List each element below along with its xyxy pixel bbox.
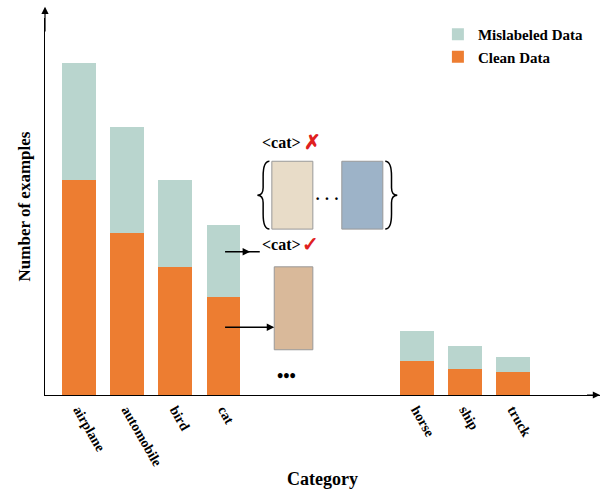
svg-text:Number of examples: Number of examples — [15, 131, 34, 281]
svg-text:Mislabeled Data: Mislabeled Data — [478, 27, 583, 43]
svg-text:<cat>: <cat> — [262, 134, 301, 151]
svg-text:· · ·: · · · — [315, 190, 339, 207]
svg-text:bird: bird — [167, 404, 193, 434]
svg-text:•••: ••• — [277, 366, 296, 386]
svg-text:airplane: airplane — [70, 404, 108, 455]
svg-text:ship: ship — [456, 404, 482, 433]
svg-text:horse: horse — [408, 404, 437, 440]
svg-text:✓: ✓ — [302, 233, 319, 255]
svg-text:✗: ✗ — [304, 131, 321, 153]
svg-text:automobile: automobile — [118, 404, 164, 469]
svg-text:Clean Data: Clean Data — [478, 50, 551, 66]
svg-text:truck: truck — [504, 404, 533, 440]
svg-text:<cat>: <cat> — [262, 236, 301, 253]
svg-text:Category: Category — [287, 469, 358, 489]
svg-text:cat: cat — [215, 404, 237, 427]
